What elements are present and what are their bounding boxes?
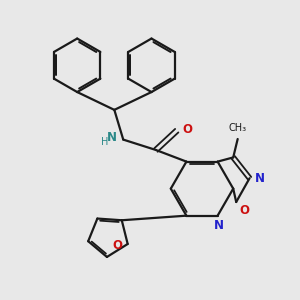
Text: O: O	[182, 123, 192, 136]
Text: N: N	[255, 172, 265, 185]
Text: O: O	[112, 239, 122, 252]
Text: N: N	[107, 131, 117, 144]
Text: O: O	[240, 203, 250, 217]
Text: CH₃: CH₃	[229, 123, 247, 133]
Text: N: N	[214, 219, 224, 232]
Text: H: H	[101, 137, 109, 147]
